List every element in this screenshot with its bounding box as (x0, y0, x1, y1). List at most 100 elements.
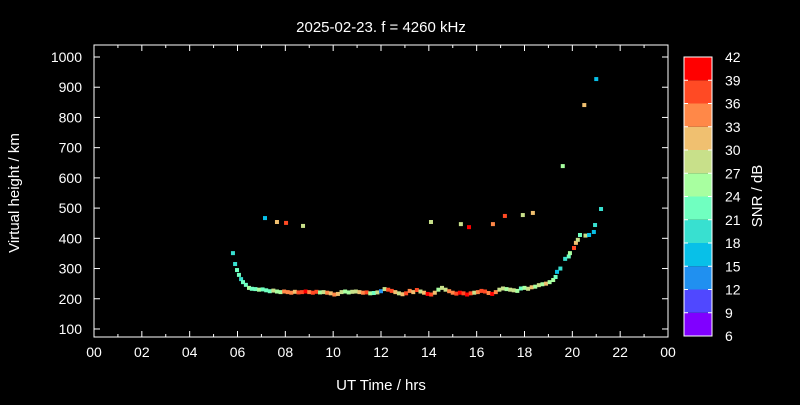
data-point (497, 287, 502, 292)
x-tick-label: 10 (325, 344, 341, 360)
data-point (303, 289, 308, 294)
data-point (400, 292, 405, 297)
data-point (515, 288, 520, 293)
colorbar-band (684, 173, 712, 197)
data-point (467, 225, 472, 230)
data-point (544, 281, 549, 286)
data-point (278, 290, 283, 295)
colorbar-band (684, 103, 712, 127)
colorbar-band (684, 266, 712, 290)
data-point (526, 286, 531, 291)
data-point (530, 210, 535, 215)
colorbar-tick-label: 27 (725, 165, 741, 181)
data-point (429, 292, 434, 297)
data-point (246, 285, 251, 290)
data-point (461, 291, 466, 296)
data-point (547, 280, 552, 285)
data-point (307, 290, 312, 295)
data-point (465, 292, 470, 297)
data-point (591, 229, 596, 234)
colorbar-label: SNR / dB (749, 165, 766, 228)
data-point (350, 289, 355, 294)
y-tick-label: 900 (59, 79, 83, 95)
data-point (529, 285, 534, 290)
colorbar-tick-label: 6 (725, 328, 733, 344)
data-point (379, 289, 383, 294)
data-point (500, 286, 505, 291)
data-point (343, 289, 348, 294)
data-point (368, 291, 373, 296)
data-point (560, 164, 565, 169)
data-point (264, 288, 269, 293)
data-point (404, 291, 409, 296)
data-point (572, 245, 577, 250)
data-point (282, 289, 287, 294)
data-point (457, 290, 462, 295)
data-point (504, 287, 509, 292)
x-tick-label: 06 (230, 344, 246, 360)
data-point (447, 289, 452, 294)
x-tick-label: 18 (517, 344, 533, 360)
data-point (518, 286, 523, 291)
y-tick-label: 400 (59, 230, 83, 246)
data-point (321, 290, 326, 295)
colorbar-tick-label: 42 (725, 49, 741, 65)
data-point (563, 256, 568, 261)
data-point (346, 290, 351, 295)
colorbar-tick-label: 9 (725, 305, 733, 321)
colorbar-tick-label: 12 (725, 282, 741, 298)
data-point (332, 292, 337, 297)
data-point (382, 287, 387, 292)
data-point (475, 290, 480, 295)
data-point (573, 240, 578, 245)
colorbar-tick-label: 36 (725, 96, 741, 112)
colorbar-tick-label: 24 (725, 189, 741, 205)
data-point (335, 291, 340, 296)
x-tick-label: 20 (565, 344, 581, 360)
data-point (267, 289, 272, 294)
y-tick-label: 800 (59, 109, 83, 125)
data-point (239, 277, 244, 282)
data-point (407, 288, 412, 293)
data-point (393, 290, 398, 295)
data-point (439, 285, 444, 290)
x-axis-label: UT Time / hrs (336, 377, 426, 394)
colorbar-tick-label: 30 (725, 142, 741, 158)
data-point (577, 232, 582, 237)
colorbar-tick-label: 39 (725, 72, 741, 88)
chart-title: 2025-02-23. f = 4260 kHz (296, 19, 466, 36)
data-point (593, 223, 598, 228)
data-point (411, 290, 416, 295)
data-point (490, 291, 495, 296)
data-point (396, 291, 401, 296)
data-point (236, 272, 241, 277)
y-axis-label: Virtual height / km (6, 133, 23, 253)
data-point (253, 287, 258, 292)
data-point (583, 233, 588, 238)
y-tick-label: 300 (59, 261, 83, 277)
colorbar-band (684, 219, 712, 243)
data-point (300, 290, 305, 295)
x-tick-label: 22 (612, 344, 628, 360)
data-point (479, 288, 484, 293)
data-point (490, 222, 495, 227)
data-point (540, 282, 545, 287)
data-point (284, 220, 289, 225)
x-tick-label: 00 (660, 344, 676, 360)
data-point (389, 288, 394, 293)
colorbar-tick-label: 33 (725, 119, 741, 135)
data-point (353, 289, 358, 294)
data-point (364, 290, 369, 295)
data-point (486, 291, 491, 296)
x-tick-label: 14 (421, 344, 437, 360)
data-point (249, 286, 254, 291)
data-point (555, 269, 560, 274)
data-point (432, 290, 437, 295)
colorbar-tick-label: 18 (725, 235, 741, 251)
data-point (472, 290, 477, 295)
data-point (235, 268, 240, 273)
data-point (422, 290, 427, 295)
data-point (357, 290, 362, 295)
data-point (425, 291, 430, 296)
data-point (243, 282, 248, 287)
